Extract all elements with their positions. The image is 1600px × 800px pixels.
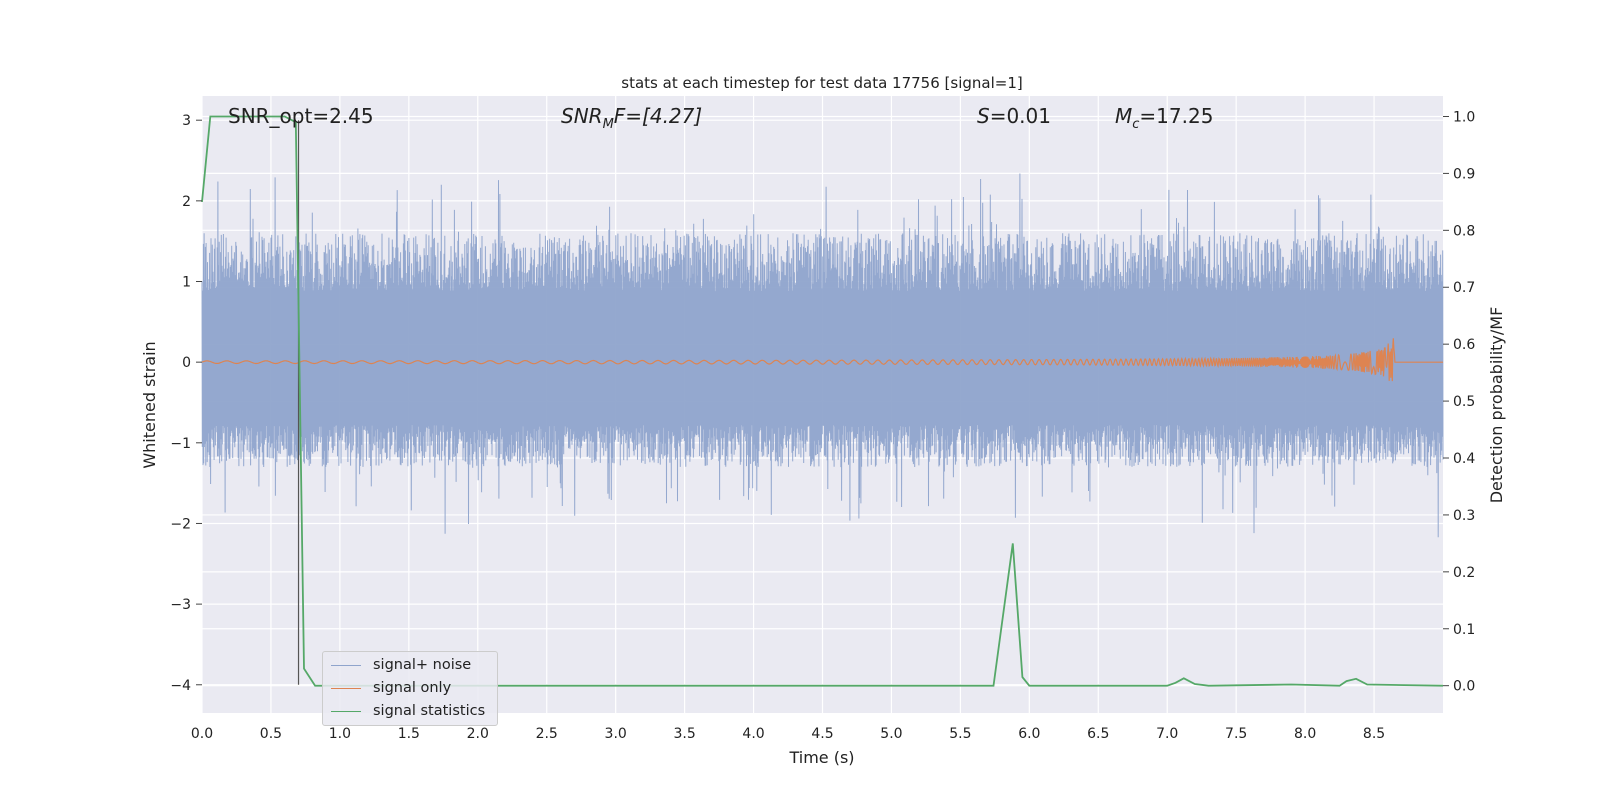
y-left-tick-label: −2 — [170, 516, 191, 532]
legend-label-stat: signal statistics — [373, 703, 486, 719]
legend-swatch-signal — [331, 687, 361, 689]
x-tick-label: 2.0 — [467, 726, 489, 742]
noise-line — [201, 173, 1444, 538]
y-left-tick-label: 0 — [182, 355, 191, 371]
x-tick-label: 3.5 — [673, 726, 695, 742]
y-left-axis-label: Whitened strain — [140, 341, 159, 468]
x-tick-label: 0.0 — [191, 726, 213, 742]
x-tick-label: 4.0 — [742, 726, 764, 742]
snr-mf-subscript: M — [602, 117, 614, 132]
mc-symbol: M — [1115, 104, 1133, 128]
noise-series — [201, 173, 1444, 538]
mc-subscript: c — [1132, 117, 1140, 132]
s-annotation: S=0.01 — [977, 104, 1051, 128]
y-left-tick-label: 2 — [182, 194, 191, 210]
x-tick-label: 5.0 — [880, 726, 902, 742]
x-tick-label: 3.0 — [605, 726, 627, 742]
y-right-axis-ticks: 1.0 0.9 0.8 0.7 0.6 0.5 0.4 0.3 0.2 0.1 0.0 — [1443, 109, 1475, 695]
x-tick-label: 0.5 — [260, 726, 282, 742]
snr-opt-annotation: SNR_opt=2.45 — [228, 104, 374, 128]
y-right-tick-label: 0.1 — [1453, 622, 1475, 638]
x-tick-label: 2.5 — [536, 726, 558, 742]
x-tick-label: 4.5 — [811, 726, 833, 742]
x-tick-label: 1.0 — [329, 726, 351, 742]
snr-mf-base: SNR — [561, 104, 603, 128]
legend-item-stat: signal statistics — [331, 701, 485, 721]
y-right-tick-label: 0.8 — [1453, 223, 1475, 239]
mc-annotation: Mc=17.25 — [1115, 104, 1213, 132]
y-right-tick-label: 0.9 — [1453, 166, 1475, 182]
y-right-tick-label: 0.0 — [1453, 679, 1475, 695]
legend-swatch-stat — [331, 710, 361, 712]
legend-item-noise: signal+ noise — [331, 655, 471, 675]
s-value: =0.01 — [989, 104, 1051, 128]
snr-mf-rest: F=[4.27] — [613, 104, 703, 128]
x-tick-label: 6.0 — [1018, 726, 1040, 742]
statistics-line — [201, 115, 1444, 687]
x-tick-label: 8.5 — [1363, 726, 1385, 742]
y-left-tick-label: 3 — [182, 113, 191, 129]
y-left-tick-label: 1 — [182, 275, 191, 291]
y-left-tick-label: −4 — [170, 678, 191, 694]
y-right-tick-label: 0.7 — [1453, 280, 1475, 296]
y-right-tick-label: 0.2 — [1453, 565, 1475, 581]
legend-swatch-noise — [331, 664, 361, 666]
legend-label-noise: signal+ noise — [373, 657, 472, 673]
y-right-tick-label: 0.4 — [1453, 451, 1475, 467]
chart-title: stats at each timestep for test data 177… — [621, 74, 1022, 92]
signal-line — [201, 338, 1443, 382]
mc-value: =17.25 — [1139, 104, 1214, 128]
x-tick-label: 7.0 — [1156, 726, 1178, 742]
y-right-tick-label: 0.6 — [1453, 337, 1475, 353]
statistics-series — [201, 115, 1444, 687]
y-left-tick-label: −3 — [170, 597, 191, 613]
legend-item-signal: signal only — [331, 678, 451, 698]
x-tick-label: 8.0 — [1294, 726, 1316, 742]
x-tick-label: 7.5 — [1225, 726, 1247, 742]
legend-label-signal: signal only — [373, 680, 452, 696]
x-tick-label: 5.5 — [949, 726, 971, 742]
x-axis-ticks: 0.0 0.5 1.0 1.5 2.0 2.5 3.0 3.5 4.0 4.5 5.0 5.5 6.0 6… — [191, 726, 1385, 742]
x-axis-label: Time (s) — [788, 748, 854, 767]
y-right-tick-label: 0.3 — [1453, 508, 1475, 524]
s-symbol: S — [977, 104, 990, 128]
y-right-tick-label: 0.5 — [1453, 394, 1475, 410]
y-left-tick-label: −1 — [170, 436, 191, 452]
signal-series — [201, 338, 1443, 382]
snr-mf-annotation: SNRMF=[4.27] — [561, 104, 702, 132]
y-right-tick-label: 1.0 — [1453, 109, 1475, 125]
x-tick-label: 6.5 — [1087, 726, 1109, 742]
legend: signal+ noise signal only signal statist… — [322, 651, 498, 726]
y-right-axis-label: Detection probability/MF — [1487, 307, 1506, 504]
x-tick-label: 1.5 — [398, 726, 420, 742]
y-left-axis-ticks: 3 2 1 0 −1 −2 −3 −4 — [170, 113, 202, 694]
